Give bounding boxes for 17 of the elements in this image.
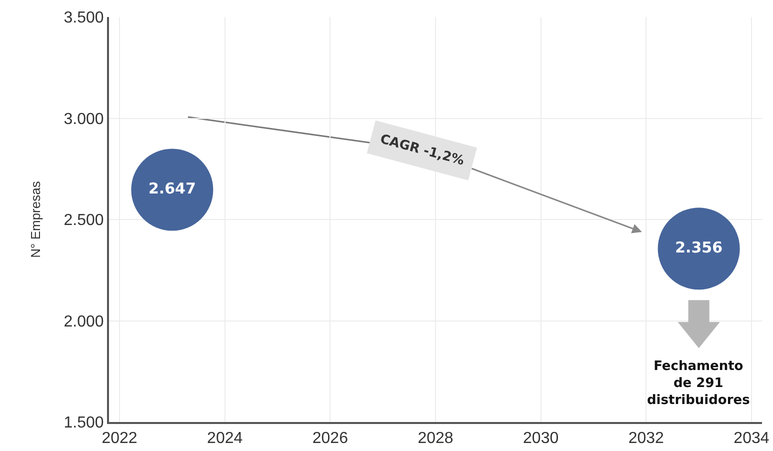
x-tick-label: 2024 <box>207 430 243 448</box>
y-tick-label: 3.500 <box>64 10 104 27</box>
y-axis-title: N° Empresas <box>28 180 44 258</box>
x-tick-label: 2032 <box>628 430 664 448</box>
x-tick-label: 2026 <box>312 430 348 448</box>
annotation: Fechamento de 291 distribuidores <box>647 359 750 408</box>
y-tick-label: 2.000 <box>64 313 104 330</box>
y-tick-label: 3.000 <box>64 110 104 128</box>
data-label: 2.356 <box>675 238 723 256</box>
x-tick-label: 2034 <box>734 430 770 448</box>
x-tick-label: 2028 <box>418 430 454 448</box>
annotation: CAGR -1,2% <box>378 132 466 169</box>
x-tick-label: 2030 <box>523 430 559 448</box>
y-tick-label: 1.500 <box>64 414 104 432</box>
y-tick-label: 2.500 <box>64 212 104 230</box>
x-tick-label: 2022 <box>102 430 138 448</box>
data-label: 2.647 <box>148 179 196 198</box>
